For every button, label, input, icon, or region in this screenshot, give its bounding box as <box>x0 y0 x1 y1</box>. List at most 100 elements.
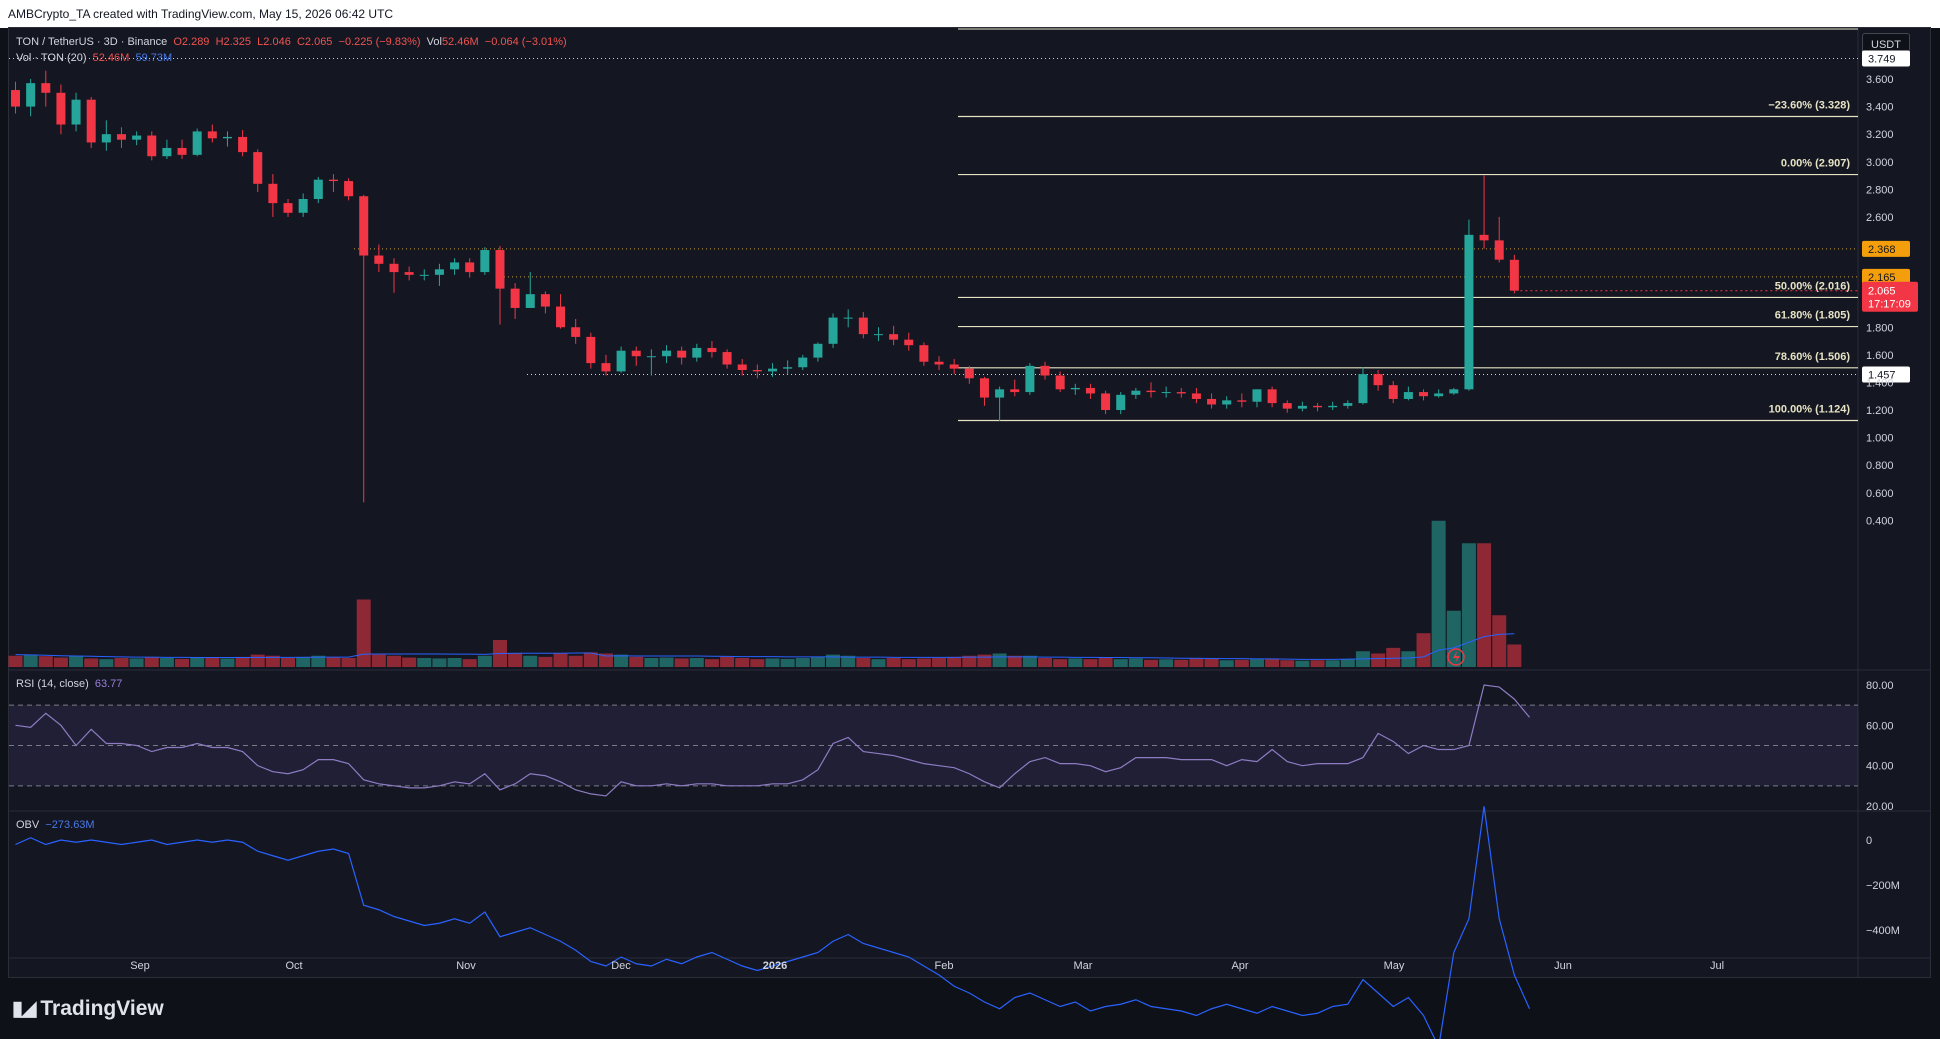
tradingview-logo-text: TradingView <box>40 996 164 1020</box>
volume-bar <box>674 658 689 667</box>
candle-body <box>41 83 51 93</box>
price-tick-label: 2.600 <box>1866 212 1894 224</box>
candle-body <box>1297 405 1307 409</box>
candle-body <box>1343 403 1353 406</box>
volume-bar <box>841 655 856 667</box>
candle-body <box>601 363 611 372</box>
vol-ma-label[interactable]: Vol · TON (20) <box>16 52 87 64</box>
candle-body <box>525 294 535 308</box>
price-tick-label: 1.400 <box>1866 377 1894 389</box>
rsi-legend: RSI (14, close) 63.77 <box>16 678 122 690</box>
candle-body <box>1101 393 1111 410</box>
level-price-label <box>1862 366 1910 383</box>
candle-body <box>1494 240 1504 260</box>
price-tick-label: 1.200 <box>1866 405 1894 417</box>
candle-body <box>828 317 838 344</box>
volume-bar <box>99 659 114 667</box>
time-axis-label: Feb <box>935 960 954 972</box>
candle-body <box>995 389 1005 398</box>
volume-bar <box>402 657 417 667</box>
volume-bar <box>508 653 523 667</box>
candle-body <box>268 183 278 204</box>
volume-bar <box>810 656 825 667</box>
volume-bar <box>447 658 462 667</box>
fib-level-label: 0.00% (2.907) <box>1781 158 1850 170</box>
candle-body <box>1419 392 1429 397</box>
volume-bar <box>1219 660 1234 667</box>
obv-legend: OBV −273.63M <box>16 819 95 831</box>
tradingview-logo[interactable]: ▮◢ TradingView <box>12 996 164 1021</box>
candle-body <box>389 263 399 273</box>
candle-body <box>904 339 914 346</box>
volume-bar <box>250 654 265 667</box>
candle-body <box>1479 234 1489 241</box>
vol-change-value: −0.064 (−3.01%) <box>484 36 567 48</box>
volume-bar <box>38 656 53 667</box>
candle-body <box>949 364 959 369</box>
time-axis-label: Nov <box>456 960 476 972</box>
candle-body <box>1010 389 1020 393</box>
volume-bar <box>1265 658 1280 667</box>
volume-bar <box>69 655 84 667</box>
volume-bar <box>1128 658 1143 667</box>
candle-body <box>813 343 823 358</box>
rsi-label[interactable]: RSI (14, close) <box>16 678 89 690</box>
volume-bar <box>1507 644 1522 667</box>
candle-body <box>222 136 232 139</box>
volume-bar <box>84 658 99 667</box>
candle-body <box>783 367 793 369</box>
fib-level-label: 61.80% (1.805) <box>1775 310 1851 322</box>
candle-body <box>298 198 308 213</box>
volume-bar <box>538 656 553 667</box>
volume-bar <box>977 654 992 667</box>
volume-bar <box>1038 658 1053 667</box>
volume-bar <box>371 654 386 667</box>
candle-body <box>843 317 853 319</box>
volume-bar <box>644 658 659 667</box>
candle-body <box>964 368 974 379</box>
volume-bar <box>1249 659 1264 667</box>
candle-body <box>162 147 172 157</box>
candle-body <box>328 179 338 182</box>
high-value: H2.325 <box>215 36 252 48</box>
volume-bar <box>432 658 447 667</box>
candle-body <box>646 356 656 358</box>
candle-body <box>858 317 868 335</box>
obv-label[interactable]: OBV <box>16 819 40 831</box>
volume-bar <box>553 653 568 667</box>
volume-bar <box>356 599 371 667</box>
candle-body <box>752 370 762 372</box>
level-price-text: 2.368 <box>1868 244 1896 256</box>
candle-body <box>192 131 202 155</box>
candle-body <box>1085 387 1095 394</box>
candle-body <box>889 334 899 340</box>
candle-body <box>556 306 566 328</box>
volume-bar <box>235 656 250 667</box>
candle-body <box>419 274 429 276</box>
candle-body <box>1388 385 1398 399</box>
volume-bar <box>886 658 901 667</box>
volume-bar <box>1068 658 1083 667</box>
candle-body <box>1161 392 1171 394</box>
price-tick-label: 0.800 <box>1866 460 1894 472</box>
obv-tick-label: −200M <box>1866 880 1900 892</box>
candle-body <box>1222 400 1232 405</box>
volume-bar <box>1295 660 1310 667</box>
time-axis-label: Sep <box>130 960 150 972</box>
candle-body <box>71 99 81 125</box>
candle-body <box>1116 394 1126 410</box>
symbol-label[interactable]: TON / TetherUS · 3D · Binance <box>16 36 168 48</box>
volume-bar <box>281 658 296 667</box>
volume-bar <box>8 655 23 667</box>
candle-body <box>177 147 187 155</box>
candle-body <box>1025 365 1035 393</box>
volume-bar <box>220 658 235 667</box>
price-tick-label: 3.000 <box>1866 157 1894 169</box>
candle-body <box>1252 389 1262 402</box>
volume-bar <box>1098 657 1113 667</box>
close-value: C2.065 <box>296 36 333 48</box>
volume-bar <box>1234 659 1249 667</box>
candle-body <box>26 83 36 107</box>
volume-bar <box>1416 633 1431 667</box>
